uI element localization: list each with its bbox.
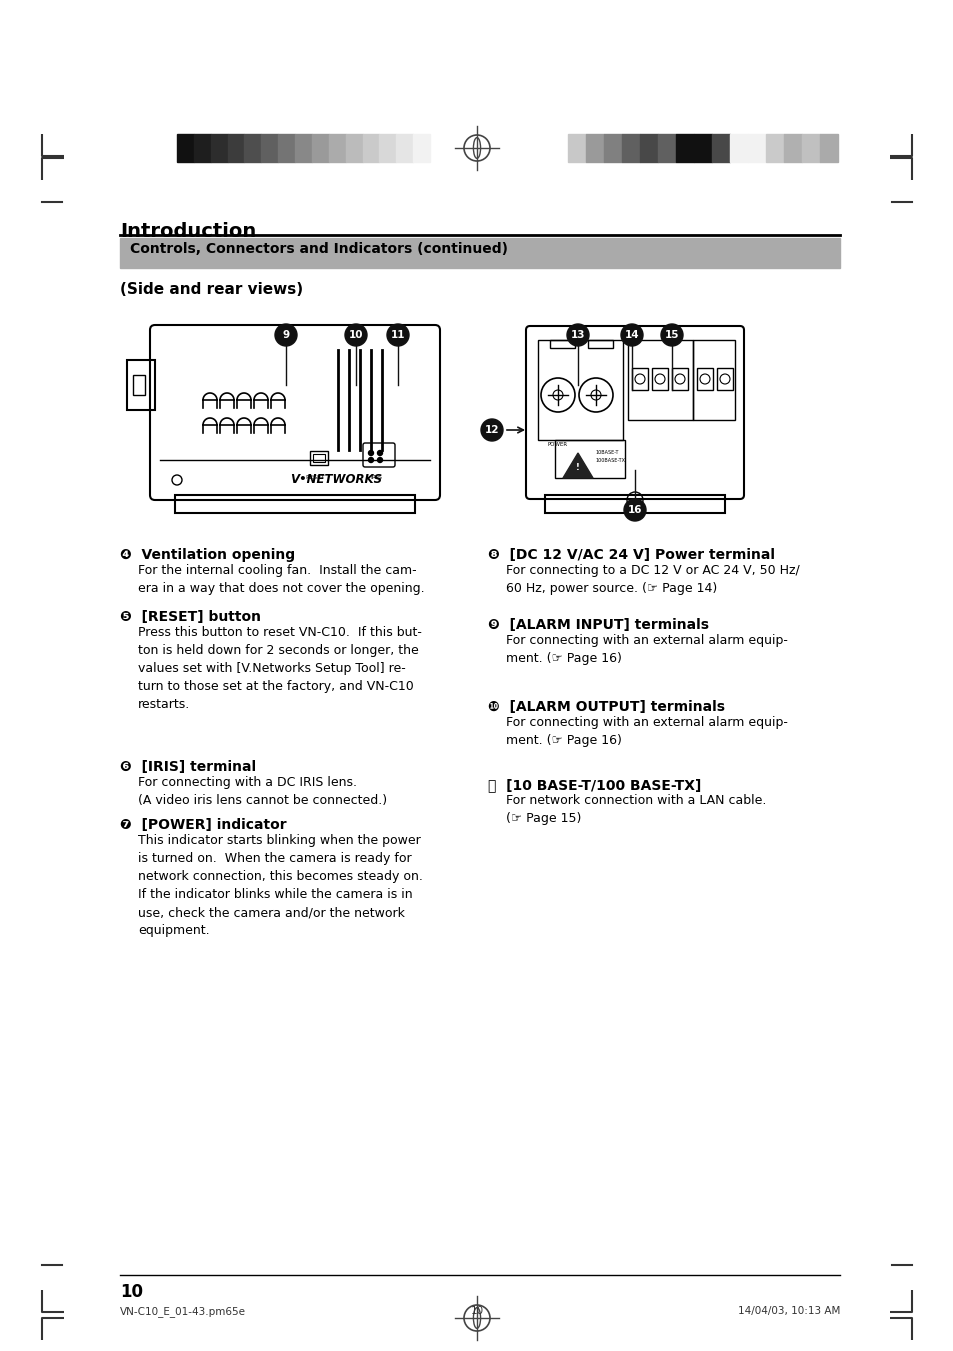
Text: ❻  [IRIS] terminal: ❻ [IRIS] terminal — [120, 761, 255, 774]
Text: V•NETWORKS: V•NETWORKS — [290, 473, 382, 486]
Bar — [639, 134, 658, 162]
Bar — [310, 451, 328, 465]
Text: 10: 10 — [470, 1306, 483, 1316]
Circle shape — [345, 324, 367, 346]
Text: This indicator starts blinking when the power
is turned on.  When the camera is : This indicator starts blinking when the … — [138, 834, 422, 938]
Text: For connecting with a DC IRIS lens.
(A video iris lens cannot be connected.): For connecting with a DC IRIS lens. (A v… — [138, 775, 387, 807]
Text: POWER: POWER — [547, 442, 568, 447]
Bar — [329, 134, 345, 162]
Bar — [585, 134, 603, 162]
Circle shape — [566, 324, 588, 346]
Text: VN-C10_E_01-43.pm65e: VN-C10_E_01-43.pm65e — [120, 1306, 246, 1317]
Text: 16: 16 — [627, 505, 641, 515]
Bar — [177, 134, 193, 162]
Text: ❺  [RESET] button: ❺ [RESET] button — [120, 611, 261, 624]
Bar — [228, 134, 244, 162]
Circle shape — [368, 450, 374, 455]
Circle shape — [377, 450, 382, 455]
Text: For the internal cooling fan.  Install the cam-
era in a way that does not cover: For the internal cooling fan. Install th… — [138, 563, 424, 594]
Circle shape — [620, 324, 642, 346]
Bar — [312, 134, 329, 162]
Text: Ⓐ  [10 BASE-T/100 BASE-TX]: Ⓐ [10 BASE-T/100 BASE-TX] — [488, 778, 700, 792]
Bar — [717, 367, 732, 390]
Text: ❽  [DC 12 V/AC 24 V] Power terminal: ❽ [DC 12 V/AC 24 V] Power terminal — [488, 549, 774, 562]
Text: Press this button to reset VN-C10.  If this but-
ton is held down for 2 seconds : Press this button to reset VN-C10. If th… — [138, 626, 421, 711]
Text: 10BASE-T: 10BASE-T — [595, 450, 618, 455]
Circle shape — [623, 499, 645, 521]
Bar — [658, 134, 676, 162]
Bar — [537, 340, 622, 440]
Bar — [550, 340, 575, 349]
Text: 12: 12 — [484, 426, 498, 435]
Circle shape — [660, 324, 682, 346]
Bar — [820, 134, 837, 162]
Text: ❿  [ALARM OUTPUT] terminals: ❿ [ALARM OUTPUT] terminals — [488, 700, 724, 713]
Bar — [729, 134, 747, 162]
Bar — [555, 440, 624, 478]
Bar — [379, 134, 395, 162]
Text: 100BASE-TX: 100BASE-TX — [595, 458, 624, 463]
Bar — [603, 134, 621, 162]
Text: IRIS: IRIS — [370, 476, 381, 480]
Bar — [127, 359, 154, 409]
Text: 10: 10 — [349, 330, 363, 340]
Text: 10: 10 — [120, 1283, 143, 1301]
Text: RESET: RESET — [305, 476, 324, 480]
Bar — [244, 134, 261, 162]
Circle shape — [387, 324, 409, 346]
Text: ❾  [ALARM INPUT] terminals: ❾ [ALARM INPUT] terminals — [488, 617, 708, 632]
Text: For connecting with an external alarm equip-
ment. (☞ Page 16): For connecting with an external alarm eq… — [505, 716, 787, 747]
Bar — [692, 340, 734, 420]
Text: 13: 13 — [570, 330, 584, 340]
Bar — [313, 454, 325, 462]
Bar — [783, 134, 801, 162]
Text: (Side and rear views): (Side and rear views) — [120, 282, 303, 297]
Bar — [711, 134, 729, 162]
Bar — [362, 134, 379, 162]
Bar — [621, 134, 639, 162]
Text: !: ! — [576, 463, 579, 473]
Text: 15: 15 — [664, 330, 679, 340]
Bar — [765, 134, 783, 162]
Text: ❹  Ventilation opening: ❹ Ventilation opening — [120, 549, 294, 562]
Text: 14: 14 — [624, 330, 639, 340]
Bar — [671, 367, 687, 390]
Bar — [651, 367, 667, 390]
Text: ❼  [POWER] indicator: ❼ [POWER] indicator — [120, 817, 286, 832]
Bar — [174, 494, 415, 513]
Circle shape — [274, 324, 296, 346]
Bar — [697, 367, 712, 390]
Text: 14/04/03, 10:13 AM: 14/04/03, 10:13 AM — [737, 1306, 840, 1316]
Text: 9: 9 — [282, 330, 290, 340]
Text: For network connection with a LAN cable.
(☞ Page 15): For network connection with a LAN cable.… — [505, 794, 765, 825]
Bar — [395, 134, 413, 162]
Bar — [211, 134, 228, 162]
Bar — [294, 134, 312, 162]
Text: For connecting to a DC 12 V or AC 24 V, 50 Hz/
60 Hz, power source. (☞ Page 14): For connecting to a DC 12 V or AC 24 V, … — [505, 563, 799, 594]
Bar — [193, 134, 211, 162]
Circle shape — [377, 458, 382, 462]
Text: Controls, Connectors and Indicators (continued): Controls, Connectors and Indicators (con… — [130, 242, 507, 255]
Bar — [132, 376, 145, 394]
Bar — [693, 134, 711, 162]
Bar — [278, 134, 294, 162]
Bar — [631, 367, 647, 390]
Circle shape — [480, 419, 502, 440]
Bar — [567, 134, 585, 162]
Polygon shape — [562, 453, 593, 478]
Text: For connecting with an external alarm equip-
ment. (☞ Page 16): For connecting with an external alarm eq… — [505, 634, 787, 665]
Bar — [587, 340, 613, 349]
Bar — [627, 340, 692, 420]
Bar — [801, 134, 820, 162]
Bar — [544, 494, 724, 513]
Text: Introduction: Introduction — [120, 222, 256, 240]
Bar — [261, 134, 278, 162]
Bar — [747, 134, 765, 162]
Bar — [345, 134, 362, 162]
Bar — [413, 134, 430, 162]
Bar — [120, 238, 840, 267]
Text: 11: 11 — [391, 330, 405, 340]
Circle shape — [368, 458, 374, 462]
Bar — [676, 134, 693, 162]
